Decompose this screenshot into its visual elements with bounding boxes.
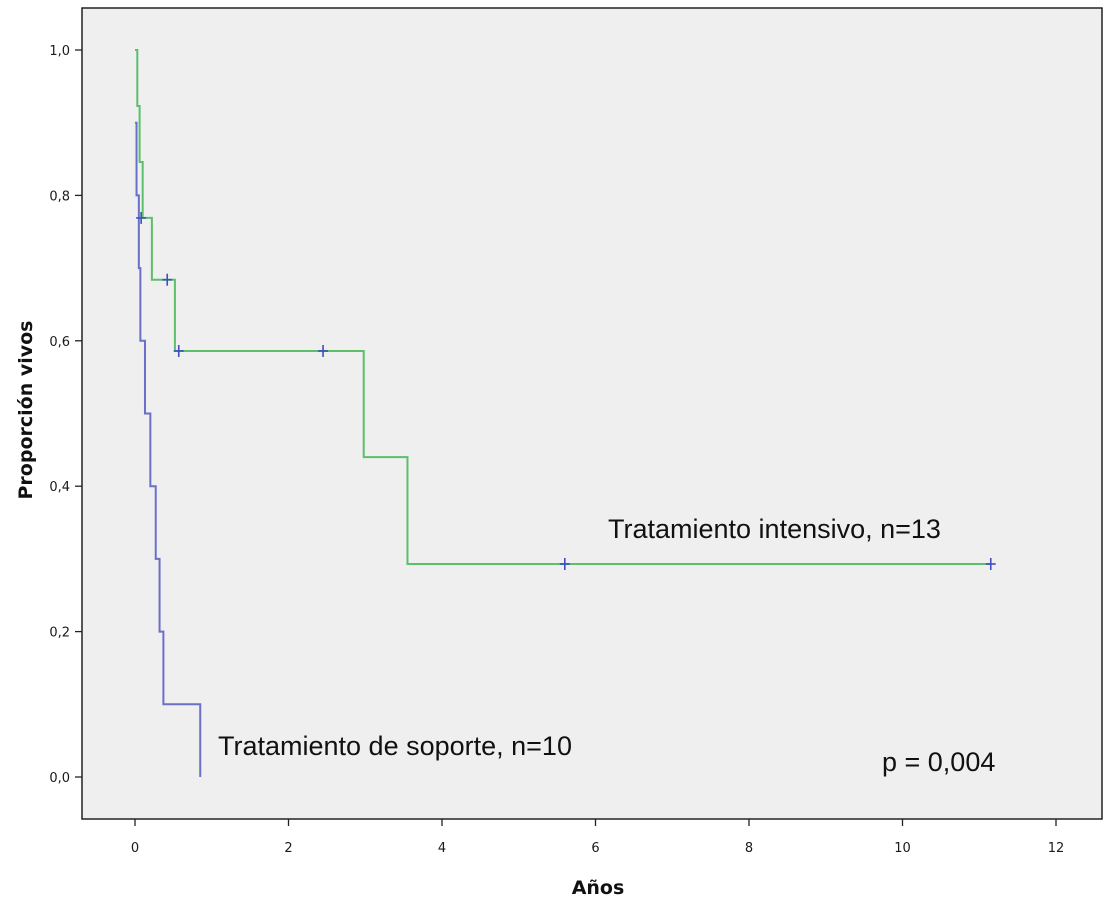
y-axis-title: Proporción vivos <box>15 321 37 500</box>
series-intensive-line <box>135 49 991 565</box>
x-tick-label: 12 <box>1048 841 1065 856</box>
y-tick-label: 0,0 <box>49 771 70 786</box>
x-tick-label: 8 <box>745 841 753 856</box>
series-supportive-line <box>135 121 202 777</box>
censor-mark <box>162 273 173 286</box>
censor-marks <box>136 211 996 570</box>
label-supportive-treatment: Tratamiento de soporte, n=10 <box>218 731 572 761</box>
x-tick-label: 4 <box>438 841 446 856</box>
censor-mark <box>173 344 184 357</box>
censor-mark <box>136 211 147 224</box>
x-axis: 0 2 4 6 8 10 12 <box>131 819 1064 856</box>
y-tick-label: 0,6 <box>49 335 70 350</box>
censor-mark <box>985 557 996 570</box>
x-axis-title: Años <box>572 877 625 899</box>
y-axis: 0,0 0,2 0,4 0,6 0,8 1,0 <box>49 44 82 786</box>
p-value-label: p = 0,004 <box>882 747 995 777</box>
y-tick-label: 1,0 <box>49 44 70 59</box>
label-intensive-treatment: Tratamiento intensivo, n=13 <box>608 514 941 544</box>
x-tick-label: 10 <box>894 841 911 856</box>
x-tick-label: 6 <box>591 841 599 856</box>
censor-mark <box>559 557 570 570</box>
series-layer <box>135 49 991 777</box>
y-tick-label: 0,8 <box>49 189 70 204</box>
censor-mark <box>318 344 329 357</box>
y-tick-label: 0,4 <box>49 480 70 495</box>
x-tick-label: 0 <box>131 841 139 856</box>
y-tick-label: 0,2 <box>49 626 70 641</box>
x-tick-label: 2 <box>284 841 292 856</box>
plot-area <box>81 7 1103 820</box>
